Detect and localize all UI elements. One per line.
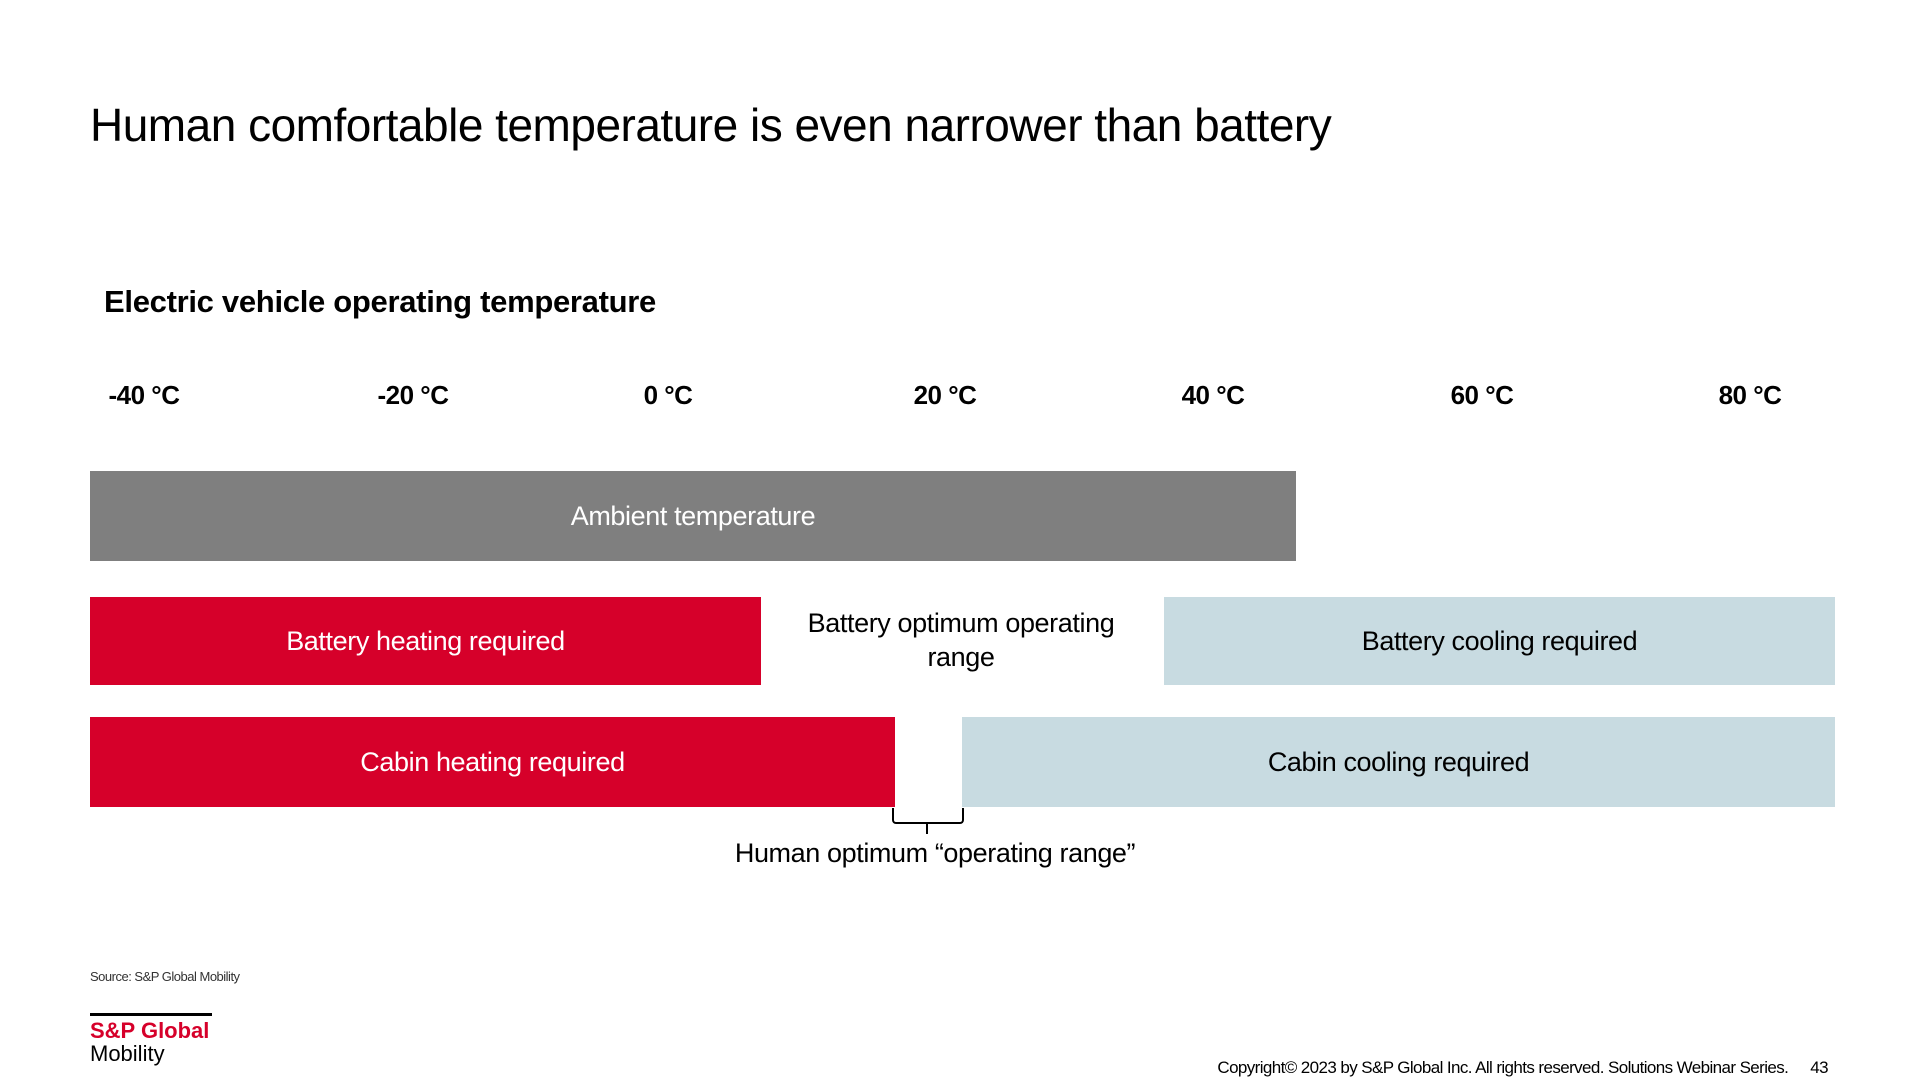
tick-label: -20 °C: [377, 380, 449, 410]
human-optimum-label: Human optimum “operating range”: [734, 838, 1136, 868]
human-range-bracket: [892, 808, 964, 824]
slide-title: Human comfortable temperature is even na…: [90, 99, 1332, 151]
battery-optimum-label: Battery optimum operating range: [807, 608, 1115, 672]
tick-label: -40 °C: [108, 380, 180, 410]
page-number: 43: [1810, 1058, 1828, 1077]
tick-label: 0 °C: [643, 380, 693, 410]
ambient-label: Ambient temperature: [570, 500, 816, 531]
battery-cooling-bar: Battery cooling required: [1164, 597, 1835, 685]
ambient-temperature-bar: Ambient temperature: [90, 471, 1296, 561]
logo-top-text: S&P Global: [90, 1018, 210, 1043]
source-note: Source: S&P Global Mobility: [90, 969, 240, 984]
chart-subtitle: Electric vehicle operating temperature: [104, 284, 656, 319]
cabin-heating-label: Cabin heating required: [360, 746, 625, 777]
tick-label: 20 °C: [913, 380, 977, 410]
human-range-bracket-stem: [926, 822, 928, 834]
tick-label: 40 °C: [1181, 380, 1245, 410]
sp-global-mobility-logo: S&P Global Mobility: [90, 1013, 212, 1066]
battery-heating-label: Battery heating required: [286, 625, 565, 656]
footer-copyright: Copyright© 2023 by S&P Global Inc. All r…: [1217, 1058, 1828, 1078]
cabin-cooling-label: Cabin cooling required: [1267, 746, 1530, 777]
cabin-heating-bar: Cabin heating required: [90, 717, 895, 807]
tick-label: 60 °C: [1450, 380, 1514, 410]
battery-heating-bar: Battery heating required: [90, 597, 761, 685]
tick-label: 80 °C: [1718, 380, 1782, 410]
logo-rule: [90, 1013, 212, 1016]
cabin-cooling-bar: Cabin cooling required: [962, 717, 1835, 807]
battery-cooling-label: Battery cooling required: [1361, 625, 1638, 656]
copyright-text: Copyright© 2023 by S&P Global Inc. All r…: [1217, 1058, 1789, 1077]
logo-bottom-text: Mobility: [90, 1041, 165, 1066]
